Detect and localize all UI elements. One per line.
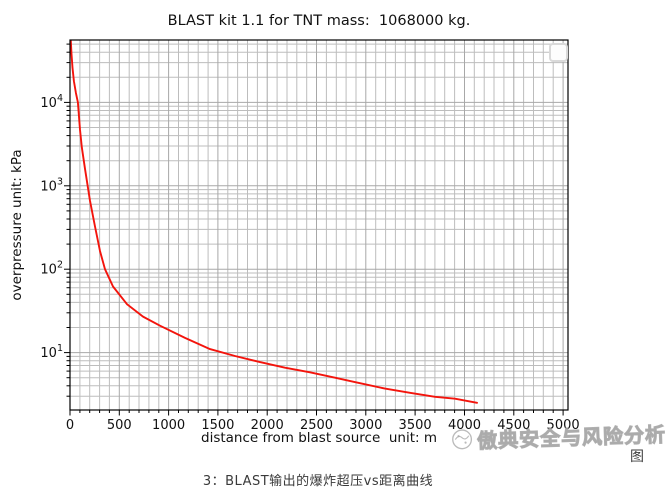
figure-word: 图 <box>630 449 644 465</box>
figure-caption: 3：BLAST输出的爆炸超压vs距离曲线 <box>202 474 434 489</box>
axis-ticks <box>64 43 564 416</box>
tick-labels: 0 500 1000 1500 2000 2500 3000 3500 4000 4500 5000… <box>40 93 579 433</box>
x-tick-label: 500 <box>107 418 132 433</box>
x-tick-label: 3500 <box>399 418 432 433</box>
x-tick-label: 4500 <box>497 418 530 433</box>
x-tick-label: 5000 <box>547 418 580 433</box>
x-tick-label: 0 <box>66 418 74 433</box>
y-axis-label: overpressure unit: kPa <box>9 149 25 301</box>
x-tick-label: 1500 <box>201 418 234 433</box>
plot-corner-button[interactable] <box>549 43 568 62</box>
chart-title: BLAST kit 1.1 for TNT mass: 1068000 kg. <box>167 13 471 29</box>
x-axis-label: distance from blast source unit: m <box>201 430 437 446</box>
x-tick-label: 2500 <box>300 418 333 433</box>
overpressure-curve <box>69 39 478 404</box>
x-tick-label: 2000 <box>251 418 284 433</box>
plot-background <box>70 40 568 410</box>
x-tick-label: 1000 <box>152 418 185 433</box>
y-tick-label: 101 <box>40 343 63 361</box>
y-tick-label: 104 <box>40 93 63 111</box>
y-tick-label: 102 <box>40 260 63 278</box>
y-tick-label: 103 <box>40 176 63 194</box>
x-tick-label: 3000 <box>349 418 382 433</box>
plot-frame <box>69 39 569 411</box>
grid-minor <box>70 40 568 410</box>
x-tick-label: 4000 <box>448 418 481 433</box>
